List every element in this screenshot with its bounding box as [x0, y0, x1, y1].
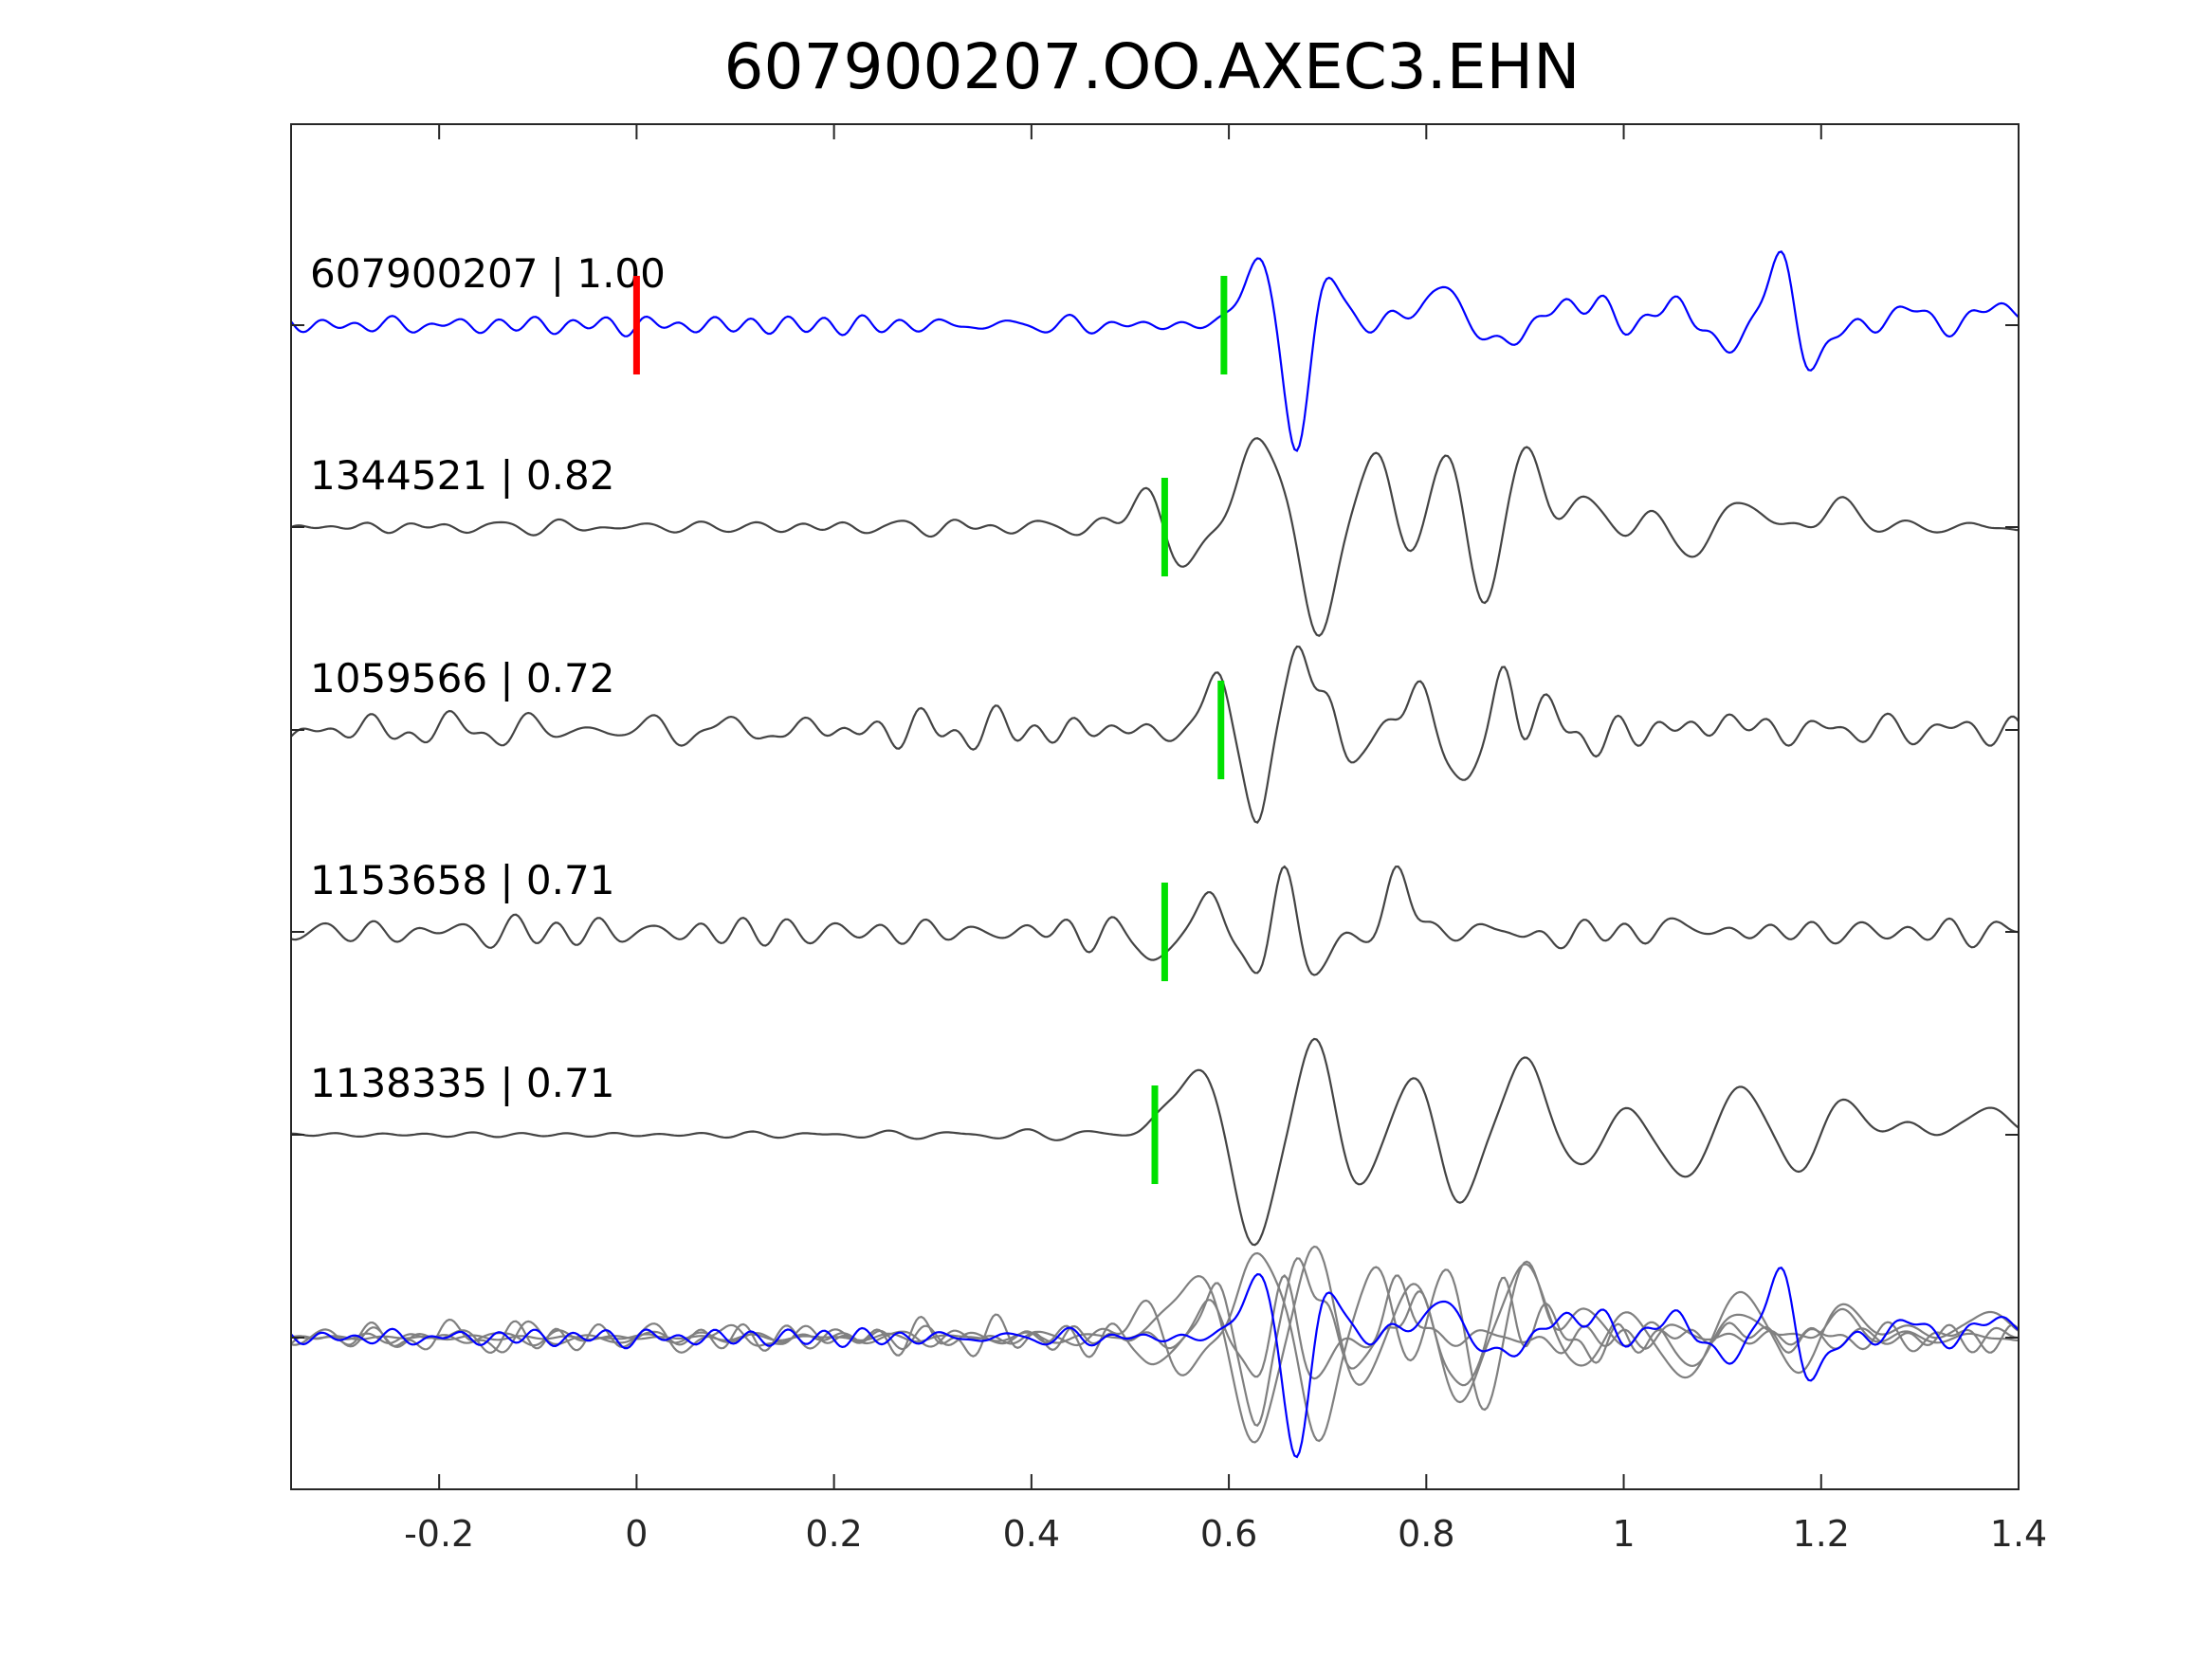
x-tick-label: 0.2	[805, 1513, 862, 1555]
x-tick-label: -0.2	[404, 1513, 474, 1555]
trace-1059566	[290, 645, 2020, 824]
trace-label-607900207: 607900207 | 1.00	[310, 250, 666, 297]
x-tick-label: 1	[1612, 1513, 1635, 1555]
x-tick-label: 0.4	[1003, 1513, 1060, 1555]
trace-1153658	[290, 865, 2020, 976]
trace-label-1153658: 1153658 | 0.71	[310, 857, 614, 903]
x-tick-label: 0.6	[1200, 1513, 1257, 1555]
trace-607900207	[290, 250, 2020, 453]
trace-label-1344521: 1344521 | 0.82	[310, 452, 614, 499]
trace-1344521	[290, 437, 2020, 637]
overlay-trace-1153658	[290, 1274, 2020, 1380]
x-tick-label: 0.8	[1398, 1513, 1454, 1555]
overlay-trace-607900207	[290, 1267, 2020, 1459]
trace-label-1059566: 1059566 | 0.72	[310, 655, 614, 702]
overlay-trace-1138335	[291, 1245, 2020, 1444]
x-axis-ticks: -0.2 0 0.2 0.4 0.6 0.8 1 1.2 1.4	[404, 124, 2047, 1555]
trace-label-1138335: 1138335 | 0.71	[310, 1060, 614, 1106]
x-tick-label: 0	[625, 1513, 648, 1555]
plot-area: 607900207 | 1.00 1344521 | 0.82 1059566 | …	[290, 250, 2020, 1459]
x-tick-label: 1.4	[1990, 1513, 2047, 1555]
chart-title: 607900207.OO.AXEC3.EHN	[724, 30, 1581, 103]
overlay-trace-1344521	[290, 1251, 2020, 1443]
x-tick-label: 1.2	[1793, 1513, 1850, 1555]
axes-box	[290, 123, 2020, 1490]
